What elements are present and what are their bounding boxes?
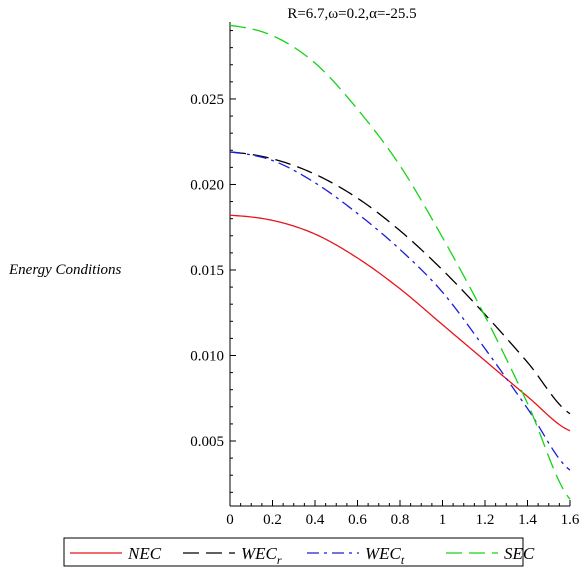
x-tick-label: 0.4	[306, 512, 325, 528]
x-tick-label: 1.4	[518, 512, 537, 528]
x-tick-label: 0.6	[348, 512, 367, 528]
plot-lines	[229, 24, 571, 500]
x-tick-label: 0.8	[391, 512, 410, 528]
x-tick-label: 1.6	[561, 512, 580, 528]
series-line-wecr	[229, 151, 571, 415]
chart-title: R=6.7,ω=0.2,α=-25.5	[287, 6, 416, 22]
x-tick-label: 1.2	[476, 512, 495, 528]
legend-box	[63, 537, 524, 567]
legend-label-wect: WECt	[365, 544, 405, 567]
legend: NEC WECr WECt SEC	[63, 537, 535, 567]
y-tick-label: 0.005	[190, 434, 224, 450]
legend-label-wecr: WECr	[241, 544, 282, 567]
legend-subscript: t	[401, 553, 405, 567]
y-tick-label: 0.020	[190, 177, 224, 193]
series-line-sec	[229, 24, 571, 500]
legend-label-nec: NEC	[127, 544, 162, 563]
x-tick-label: 1	[439, 512, 447, 528]
y-tick-label: 0.010	[190, 348, 224, 364]
x-tick-label: 0	[226, 512, 234, 528]
series-line-nec	[229, 214, 571, 432]
legend-label-sec: SEC	[504, 544, 535, 563]
y-axis-label: Energy Conditions	[8, 262, 122, 278]
y-tick-label: 0.025	[190, 92, 224, 108]
y-tick-label: 0.015	[190, 263, 224, 279]
legend-subscript: r	[277, 553, 282, 567]
axes: 0.005 0.010 0.015 0.020 0.025 0 0.2 0.4 0.6 0.8 1 1…	[190, 22, 580, 528]
series-line-wect	[229, 151, 571, 471]
x-tick-label: 0.2	[263, 512, 282, 528]
